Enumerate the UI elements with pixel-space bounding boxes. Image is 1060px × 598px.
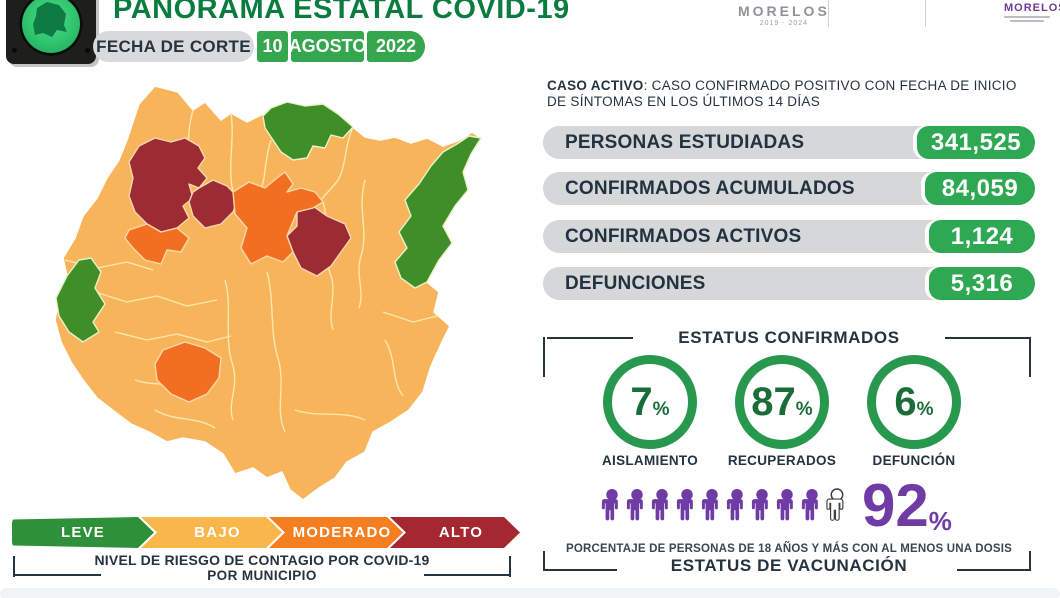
bracket-line (1029, 551, 1031, 571)
legend-level-bajo: BAJO (141, 517, 282, 548)
header-divider (828, 0, 829, 27)
bracket-line (509, 556, 511, 577)
morelos-years: 2019 - 2024 (759, 20, 809, 27)
stat-label: DEFUNCIONES (565, 272, 706, 294)
municipality-region-alto (188, 179, 240, 229)
legend-label: MODERADO (292, 524, 392, 541)
municipality-region-moderado (232, 171, 324, 265)
bracket-line (945, 337, 1031, 339)
secondary-logo: MORELOS (1004, 2, 1060, 22)
traffic-light-logo (6, 0, 96, 64)
morelos-government-logo: MORELOS 2019 - 2024 (738, 3, 830, 27)
caso-activo-definition: CASO ACTIVO: CASO CONFIRMADO POSITIVO CO… (547, 78, 1019, 110)
percent-sign: % (795, 399, 813, 420)
date-day: 10 (257, 31, 288, 62)
percent-sign: % (928, 506, 952, 536)
stat-bar-confirmados-acumulados: CONFIRMADOS ACUMULADOS 84,059 (543, 172, 1035, 205)
vaccination-percent: 92 % (862, 476, 952, 537)
municipality-region-leve (55, 257, 106, 343)
donut-label-aislamiento: AISLAMIENTO (601, 453, 699, 468)
percent-sign: % (652, 399, 670, 420)
legend-label: LEVE (61, 524, 105, 541)
caso-activo-term: CASO ACTIVO (547, 78, 644, 93)
donut-aislamiento: 7% (603, 355, 697, 449)
bracket-line (424, 574, 511, 576)
screw-icon (12, 48, 17, 53)
stat-bar-defunciones: DEFUNCIONES 5,316 (543, 267, 1035, 300)
municipality-region-leve (262, 101, 354, 161)
morelos-map-svg (54, 85, 482, 501)
bracket-line (543, 569, 617, 571)
donut-defuncion: 6% (867, 355, 961, 449)
municipality-region-moderado (124, 223, 190, 265)
state-silhouette-icon (33, 2, 67, 37)
percent-value: 7 (630, 380, 653, 424)
header-divider (925, 0, 926, 27)
risk-level-legend: LEVE BAJO MODERADO ALTO (12, 517, 524, 548)
percent-value: 87 (751, 380, 796, 424)
date-label: FECHA DE CORTE (93, 31, 254, 62)
morelos-choropleth-map (35, 80, 535, 510)
bracket-line (547, 337, 633, 339)
legend-caption-line2: POR MUNICIPIO (207, 568, 317, 583)
date-month: AGOSTO (289, 31, 366, 62)
person-filled-icon (775, 487, 799, 533)
stat-label: PERSONAS ESTUDIADAS (565, 131, 805, 153)
person-filled-icon (700, 487, 724, 533)
stat-label: CONFIRMADOS ACUMULADOS (565, 177, 855, 199)
legend-caption-covid: COVID-19 (363, 552, 430, 568)
vaccination-caption: PORCENTAJE DE PERSONAS DE 18 AÑOS Y MÁS … (565, 543, 1013, 555)
legend-level-leve: LEVE (12, 517, 154, 548)
percent-sign: % (916, 399, 934, 420)
donut-recuperados: 87% (735, 355, 829, 449)
bottom-decorative-band (0, 588, 1060, 598)
person-filled-icon (675, 487, 699, 533)
legend-level-alto: ALTO (390, 517, 520, 548)
screw-icon (85, 48, 90, 53)
stat-bar-personas-estudiadas: PERSONAS ESTUDIADAS 341,525 (543, 126, 1035, 159)
stat-value: 84,059 (925, 172, 1035, 205)
legend-caption-text: NIVEL DE RIESGO DE CONTAGIO POR (94, 552, 364, 568)
stat-label: CONFIRMADOS ACTIVOS (565, 225, 802, 247)
vaccination-pictogram (600, 487, 849, 533)
stat-value: 5,316 (929, 267, 1035, 300)
bracket-line (543, 337, 545, 377)
logo-subline (1004, 16, 1050, 18)
estatus-vacunacion-title: ESTATUS DE VACUNACIÓN (670, 556, 908, 575)
legend-level-moderado: MODERADO (269, 517, 403, 548)
person-filled-icon (800, 487, 824, 533)
logo-subline (1010, 20, 1044, 22)
stat-bar-confirmados-activos: CONFIRMADOS ACTIVOS 1,124 (543, 220, 1035, 253)
secondary-wordmark: MORELOS (1004, 2, 1060, 14)
legend-label: BAJO (194, 524, 241, 541)
person-filled-icon (725, 487, 749, 533)
morelos-wordmark: MORELOS (738, 3, 830, 19)
municipality-region-moderado (154, 341, 222, 403)
legend-caption: NIVEL DE RIESGO DE CONTAGIO POR COVID-19 (12, 552, 512, 568)
caso-activo-text: : CASO CONFIRMADO POSITIVO CON FECHA DE … (547, 78, 1017, 109)
bracket-line (1029, 337, 1031, 377)
person-filled-icon (600, 487, 624, 533)
legend-label: ALTO (438, 524, 484, 541)
person-filled-icon (625, 487, 649, 533)
stat-value: 341,525 (917, 126, 1035, 159)
bracket-line (543, 551, 545, 571)
date-year: 2022 (367, 31, 425, 62)
bracket-line (13, 574, 101, 576)
bracket-line (957, 569, 1031, 571)
person-outline-icon (825, 487, 849, 533)
percent-value: 6 (894, 380, 917, 424)
donut-label-defuncion: DEFUNCIÓN (872, 453, 956, 468)
bracket-line (13, 556, 15, 577)
percent-value: 92 (862, 472, 929, 539)
estatus-confirmados-title: ESTATUS CONFIRMADOS (678, 328, 900, 347)
municipality-region-leve (394, 135, 482, 289)
stat-value: 1,124 (929, 220, 1035, 253)
page-title: PANORAMA ESTATAL COVID-19 (113, 0, 570, 25)
donut-label-recuperados: RECUPERADOS (727, 453, 837, 468)
person-filled-icon (750, 487, 774, 533)
person-filled-icon (650, 487, 674, 533)
